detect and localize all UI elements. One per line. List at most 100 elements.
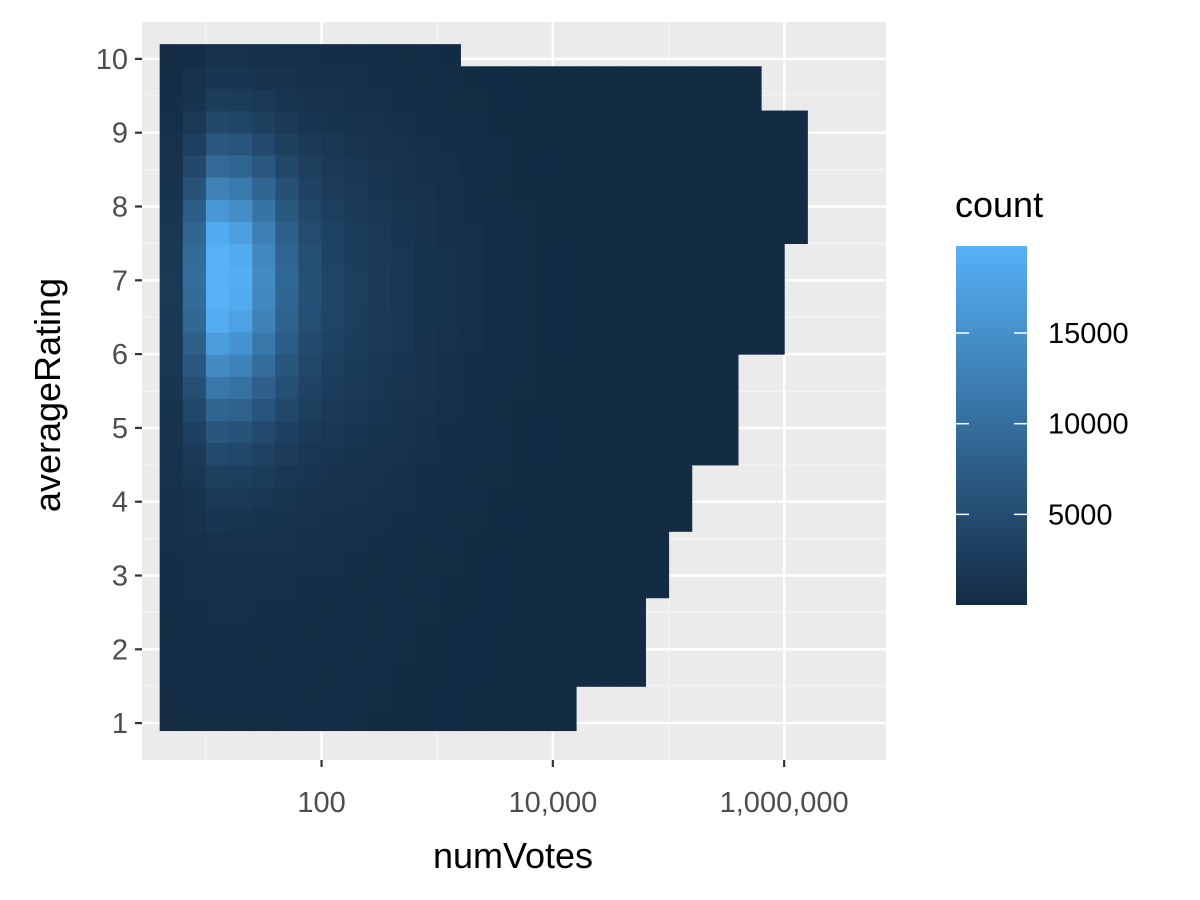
heatmap-cell — [182, 309, 207, 333]
heatmap-cell — [367, 464, 392, 488]
heatmap-cell — [437, 66, 461, 90]
heatmap-cell — [252, 331, 276, 355]
heatmap-cell — [321, 509, 346, 532]
heatmap-cell — [761, 265, 785, 289]
heatmap-cell — [321, 420, 346, 444]
heatmap-cell — [229, 199, 253, 222]
heatmap-cell — [529, 154, 554, 178]
heatmap-cell — [321, 176, 346, 200]
heatmap-cell — [460, 553, 485, 577]
heatmap-cell — [575, 110, 600, 134]
heatmap-cell — [229, 287, 253, 311]
heatmap-cell — [714, 243, 739, 267]
heatmap-cell — [321, 287, 346, 311]
heatmap-cell — [460, 309, 485, 333]
heatmap-cell — [575, 597, 600, 621]
heatmap-cell — [275, 376, 300, 399]
heatmap-cell — [460, 221, 485, 244]
heatmap-cell — [414, 442, 438, 466]
heatmap-cell — [575, 331, 600, 355]
heatmap-cell — [414, 464, 438, 488]
heatmap-cell — [252, 464, 276, 488]
heatmap-cell — [298, 575, 323, 599]
heatmap-cell — [575, 664, 600, 687]
heatmap-cell — [645, 309, 670, 333]
heatmap-cell — [552, 619, 577, 643]
heatmap-cell — [344, 575, 369, 599]
heatmap-cell — [645, 420, 670, 444]
heatmap-cell — [229, 641, 253, 665]
heatmap-cell — [529, 531, 554, 554]
heatmap-cell — [691, 66, 716, 90]
heatmap-cell — [737, 243, 762, 267]
heatmap-cell — [298, 420, 323, 444]
heatmap-cell — [599, 132, 623, 156]
heatmap-cell — [159, 309, 184, 333]
heatmap-cell — [460, 287, 485, 311]
heatmap-cell — [622, 154, 646, 178]
heatmap-cell — [321, 88, 346, 112]
heatmap-cell — [506, 398, 531, 422]
heatmap-cell — [182, 44, 207, 67]
heatmap-cell — [252, 442, 276, 466]
heatmap-cell — [552, 509, 577, 532]
y-tick-label: 5 — [112, 413, 128, 445]
heatmap-cell — [298, 354, 323, 377]
heatmap-cell — [437, 464, 461, 488]
heatmap-cell — [483, 509, 508, 532]
heatmap-cell — [437, 331, 461, 355]
heatmap-cell — [229, 331, 253, 355]
y-tick-label: 1 — [112, 708, 128, 740]
heatmap-cell — [367, 686, 392, 709]
x-tick-label: 100 — [297, 787, 345, 819]
heatmap-cell — [483, 331, 508, 355]
heatmap-cell — [575, 398, 600, 422]
heatmap-cell — [714, 309, 739, 333]
heatmap-cell — [437, 686, 461, 709]
heatmap-cell — [460, 154, 485, 178]
heatmap-cell — [483, 641, 508, 665]
heatmap-cell — [575, 553, 600, 577]
heatmap-cell — [691, 287, 716, 311]
heatmap-cell — [182, 531, 207, 554]
heatmap-cell — [784, 132, 808, 156]
heatmap-cell — [483, 553, 508, 577]
heatmap-cell — [205, 398, 230, 422]
heatmap-cell — [506, 575, 531, 599]
heatmap-cell — [252, 641, 276, 665]
heatmap-cell — [414, 354, 438, 377]
heatmap-cell — [205, 331, 230, 355]
heatmap-cell — [437, 442, 461, 466]
heatmap-cell — [159, 486, 184, 510]
heatmap-cell — [390, 553, 415, 577]
heatmap-cell — [344, 221, 369, 244]
heatmap-cell — [414, 154, 438, 178]
heatmap-cell — [460, 398, 485, 422]
heatmap-cell — [205, 265, 230, 289]
heatmap-cell — [229, 154, 253, 178]
heatmap-cell — [460, 265, 485, 289]
heatmap-cell — [159, 287, 184, 311]
heatmap-cell — [205, 686, 230, 709]
heatmap-cell — [622, 641, 646, 665]
heatmap-cell — [668, 442, 693, 466]
heatmap-cell — [575, 154, 600, 178]
heatmap-cell — [275, 442, 300, 466]
heatmap-cell — [506, 66, 531, 90]
heatmap-cell — [645, 154, 670, 178]
heatmap-cell — [645, 509, 670, 532]
heatmap-cell — [599, 354, 623, 377]
heatmap-cell — [159, 221, 184, 244]
heatmap-cell — [737, 265, 762, 289]
heatmap-cell — [298, 597, 323, 621]
heatmap-cell — [622, 243, 646, 267]
heatmap-cell — [529, 442, 554, 466]
heatmap-cell — [645, 553, 670, 577]
heatmap-cell — [367, 88, 392, 112]
heatmap-cell — [275, 531, 300, 554]
heatmap-cell — [182, 619, 207, 643]
heatmap-cell — [182, 132, 207, 156]
heatmap-cell — [252, 44, 276, 67]
heatmap-cell — [205, 486, 230, 510]
heatmap-cell — [367, 132, 392, 156]
